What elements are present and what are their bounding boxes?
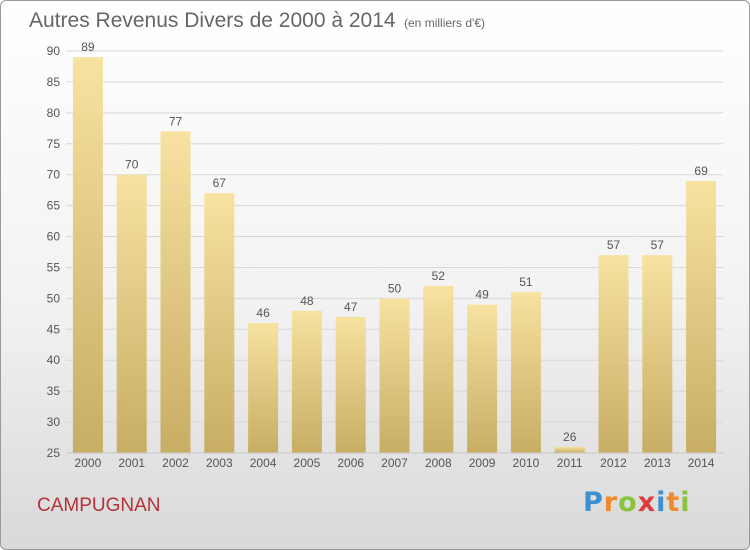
y-tick-label: 50 — [47, 291, 61, 305]
bar-2012 — [598, 255, 629, 453]
bar-2005 — [291, 310, 322, 453]
data-label: 51 — [519, 275, 533, 289]
data-label: 70 — [125, 158, 139, 172]
data-label: 57 — [607, 238, 621, 252]
x-tick-label: 2011 — [557, 456, 583, 470]
x-tick-label: 2007 — [381, 456, 408, 470]
bar-2010 — [510, 292, 541, 453]
y-tick-label: 30 — [47, 415, 61, 429]
logo-letter: i — [680, 487, 691, 518]
bar-2002 — [160, 131, 191, 453]
x-tick-label: 2003 — [206, 456, 233, 470]
data-label: 67 — [213, 176, 227, 190]
data-label: 57 — [651, 238, 665, 252]
data-label: 48 — [300, 294, 314, 308]
logo-letter: r — [603, 487, 619, 518]
y-tick-label: 75 — [47, 137, 61, 151]
x-tick-label: 2009 — [469, 456, 496, 470]
bar-2007 — [379, 298, 410, 453]
bar-2011 — [554, 446, 585, 453]
x-tick-label: 2010 — [513, 456, 540, 470]
y-tick-label: 35 — [47, 384, 61, 398]
y-tick-label: 90 — [47, 44, 61, 58]
logo-letter: P — [583, 487, 604, 518]
data-label: 69 — [694, 164, 708, 178]
bar-2001 — [116, 174, 147, 453]
data-label: 47 — [344, 300, 358, 314]
logo-letter: t — [666, 487, 681, 518]
data-label: 77 — [169, 114, 183, 128]
y-tick-label: 25 — [47, 446, 61, 460]
proxiti-logo[interactable]: Proxiti — [583, 487, 691, 518]
x-tick-label: 2014 — [688, 456, 715, 470]
bar-2006 — [335, 316, 366, 453]
commune-name: CAMPUGNAN — [37, 495, 161, 516]
chart-title-main: Autres Revenus Divers de 2000 à 2014 — [29, 9, 396, 32]
x-tick-label: 2000 — [75, 456, 102, 470]
bar-2014 — [686, 180, 717, 453]
x-tick-label: 2005 — [294, 456, 321, 470]
x-tick-label: 2012 — [600, 456, 627, 470]
x-tick-label: 2006 — [337, 456, 364, 470]
data-labels: 89 70 77 67 46 48 47 50 52 49 51 26 57 57 69 — [81, 40, 708, 444]
bar-2013 — [642, 255, 673, 453]
logo-letter: i — [656, 487, 667, 518]
bar-2009 — [467, 304, 498, 453]
y-tick-label: 85 — [47, 75, 61, 89]
y-tick-label: 65 — [47, 199, 61, 213]
y-tick-label: 60 — [47, 230, 61, 244]
data-label: 89 — [81, 40, 95, 54]
bar-2004 — [248, 323, 279, 453]
x-tick-label: 2002 — [162, 456, 189, 470]
chart-title: Autres Revenus Divers de 2000 à 2014 (en… — [29, 9, 485, 33]
y-tick-label: 40 — [47, 353, 61, 367]
bar-2008 — [423, 286, 454, 453]
y-tick-label: 80 — [47, 106, 61, 120]
logo-letter: o — [618, 487, 638, 518]
bar-2000 — [72, 57, 103, 453]
x-tick-label: 2004 — [250, 456, 277, 470]
y-axis: 25 30 35 40 45 50 55 60 65 70 75 80 85 90 — [47, 44, 61, 460]
y-tick-label: 70 — [47, 168, 61, 182]
logo-letter: x — [637, 487, 657, 518]
chart-title-unit: (en milliers d'€) — [404, 16, 485, 30]
data-label: 49 — [475, 288, 489, 302]
bars — [72, 57, 717, 453]
data-label: 52 — [432, 269, 446, 283]
bar-2003 — [204, 193, 235, 453]
data-label: 26 — [563, 430, 577, 444]
x-tick-label: 2013 — [644, 456, 671, 470]
x-axis: 2000 2001 2002 2003 2004 2005 2006 2007 2008 2009… — [66, 452, 723, 470]
data-label: 46 — [256, 306, 270, 320]
x-tick-label: 2001 — [118, 456, 145, 470]
data-label: 50 — [388, 281, 402, 295]
x-tick-label: 2008 — [425, 456, 452, 470]
y-tick-label: 55 — [47, 260, 61, 274]
y-tick-label: 45 — [47, 322, 61, 336]
